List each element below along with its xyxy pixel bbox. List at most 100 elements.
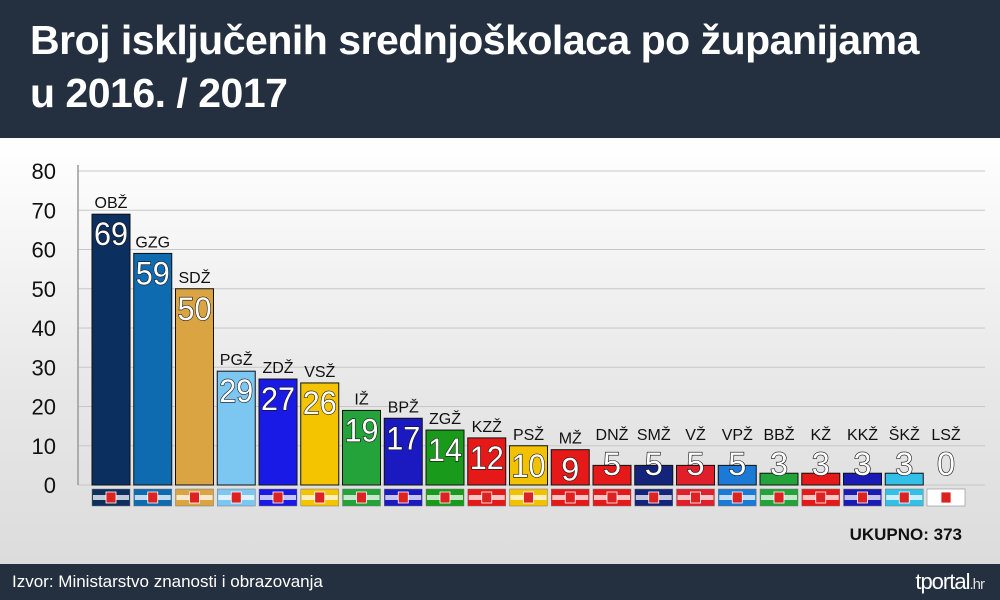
- total-label: UKUPNO: 373: [849, 525, 962, 544]
- y-tick-label: 40: [32, 316, 56, 341]
- county-flag-emblem: [815, 491, 827, 504]
- value-label: 14: [428, 432, 462, 468]
- category-label: LSŽ: [931, 425, 961, 444]
- category-label: DNŽ: [596, 425, 629, 444]
- category-label: SMŽ: [637, 425, 671, 444]
- bar: [425, 429, 465, 486]
- county-flag-emblem: [857, 491, 868, 504]
- bar: [550, 449, 590, 486]
- category-label: VPŽ: [722, 425, 753, 444]
- source-text: Izvor: Ministarstvo znanosti i obrazovan…: [12, 572, 323, 591]
- bar: [801, 472, 841, 486]
- value-label: 3: [854, 446, 872, 482]
- value-label: 69: [94, 216, 128, 252]
- bar: [634, 464, 674, 486]
- category-label: PGŽ: [220, 350, 253, 369]
- bar: [91, 213, 131, 486]
- county-flag-emblem: [105, 491, 117, 504]
- value-label: 27: [261, 381, 295, 417]
- chart-title: Broj isključenih srednjoškolaca po župan…: [30, 14, 970, 120]
- county-flag-emblem: [731, 491, 743, 504]
- bar: [467, 437, 507, 486]
- county-flag-emblem: [940, 491, 952, 504]
- bar: [592, 464, 632, 486]
- category-label: IŽ: [354, 389, 368, 408]
- header: Broj isključenih srednjoškolaca po župan…: [0, 0, 1000, 138]
- value-label: 5: [728, 446, 746, 482]
- value-label: 5: [645, 446, 663, 482]
- category-label: VSŽ: [304, 362, 335, 381]
- footer: Izvor: Ministarstvo znanosti i obrazovan…: [0, 564, 1000, 600]
- category-label: SDŽ: [179, 268, 211, 287]
- brand-logo: tportal.hr: [915, 569, 985, 597]
- category-label: OBŽ: [95, 193, 128, 212]
- bar: [717, 464, 757, 486]
- category-label: KZŽ: [472, 417, 502, 436]
- value-label: 59: [136, 255, 170, 291]
- bar: [258, 378, 298, 486]
- brand-name: tportal: [915, 569, 970, 594]
- county-flag-emblem: [439, 491, 451, 504]
- category-label: KKŽ: [847, 425, 878, 444]
- y-tick-label: 70: [32, 198, 56, 223]
- category-label: KŽ: [811, 425, 832, 444]
- county-flag-emblem: [773, 491, 785, 504]
- category-label: ŠKŽ: [889, 425, 920, 444]
- bar: [216, 370, 256, 486]
- county-flag-emblem: [606, 491, 618, 504]
- chart-title-line-1: Broj isključenih srednjoškolaca po župan…: [30, 17, 919, 63]
- county-flag-emblem: [189, 491, 200, 504]
- value-label: 9: [561, 452, 579, 488]
- category-label: GZG: [135, 234, 170, 251]
- bar: [509, 445, 548, 486]
- county-flag-emblem: [898, 491, 910, 504]
- bar: [383, 417, 423, 486]
- bar: [342, 409, 381, 486]
- category-label: MŽ: [559, 429, 582, 448]
- county-flag-emblem: [648, 491, 660, 504]
- bar: [759, 472, 799, 486]
- value-label: 0: [937, 446, 955, 482]
- value-label: 3: [812, 446, 830, 482]
- value-label: 5: [687, 446, 705, 482]
- bar: [676, 464, 715, 486]
- value-label: 3: [895, 446, 913, 482]
- county-flag-emblem: [230, 491, 242, 504]
- category-label: VŽ: [685, 425, 706, 444]
- category-label: BPŽ: [388, 397, 419, 416]
- county-flag-emblem: [690, 491, 701, 504]
- y-tick-label: 80: [32, 159, 56, 184]
- y-tick-label: 20: [32, 395, 56, 420]
- category-label: BBŽ: [763, 425, 794, 444]
- bar: [300, 382, 340, 486]
- bar: [884, 472, 924, 486]
- bar: [175, 288, 214, 486]
- chart-title-line-2: u 2016. / 2017: [30, 70, 288, 116]
- county-flag-emblem: [272, 491, 284, 504]
- value-label: 17: [386, 420, 420, 456]
- county-flag-emblem: [397, 491, 409, 504]
- category-label: PSŽ: [513, 425, 544, 444]
- category-label: ZGŽ: [429, 409, 461, 428]
- y-tick-label: 0: [44, 473, 56, 498]
- county-flag-emblem: [314, 491, 326, 504]
- value-label: 19: [345, 412, 379, 448]
- bar: [133, 252, 173, 486]
- value-label: 26: [303, 385, 337, 421]
- category-label: ZDŽ: [262, 358, 293, 377]
- y-tick-label: 30: [32, 355, 56, 380]
- county-flag-emblem: [481, 491, 493, 504]
- county-flag-emblem: [356, 491, 367, 504]
- value-label: 12: [470, 440, 504, 476]
- county-flag-emblem: [564, 491, 576, 504]
- brand-suffix: .hr: [969, 576, 984, 593]
- value-label: 50: [178, 291, 212, 327]
- y-tick-label: 60: [32, 238, 56, 263]
- y-tick-label: 50: [32, 277, 56, 302]
- y-tick-label: 10: [32, 434, 56, 459]
- value-label: 29: [219, 373, 253, 409]
- value-label: 3: [770, 446, 788, 482]
- value-label: 5: [603, 446, 621, 482]
- value-label: 10: [512, 448, 546, 484]
